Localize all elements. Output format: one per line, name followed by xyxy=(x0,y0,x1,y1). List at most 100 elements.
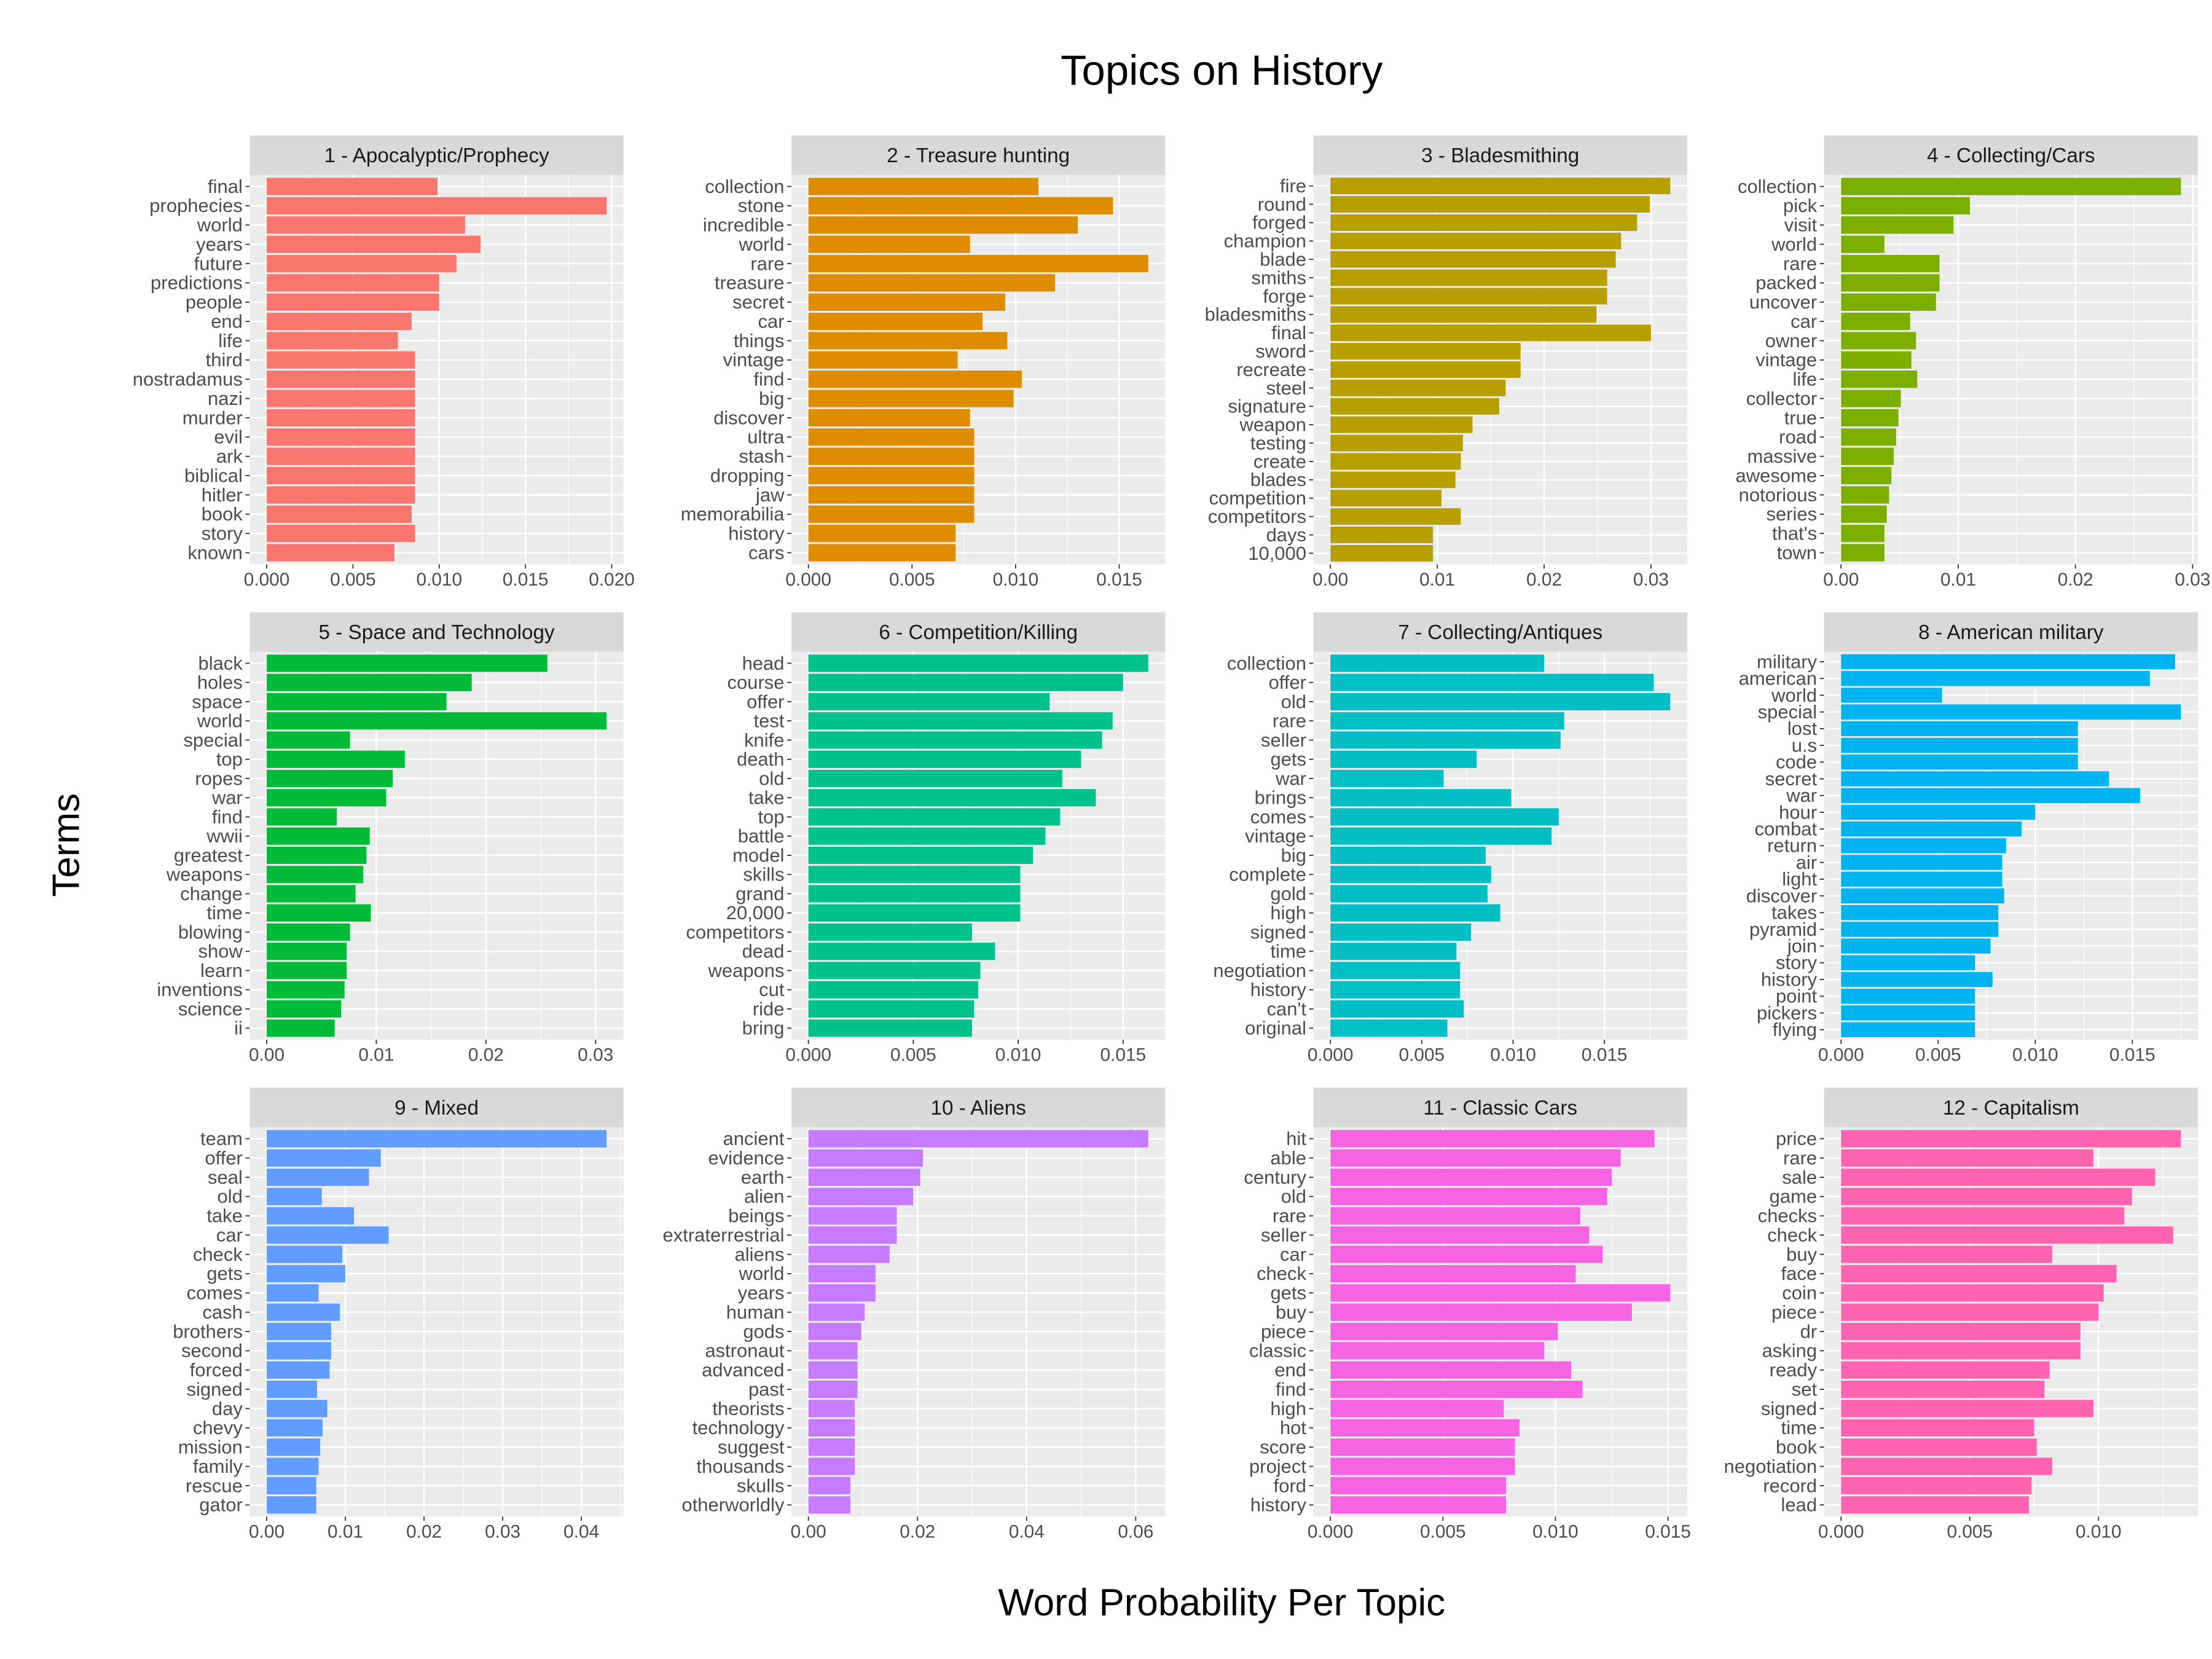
term-label: model xyxy=(732,844,784,866)
bar-brings xyxy=(1330,789,1512,807)
bar-past xyxy=(808,1380,858,1398)
term-label: rare xyxy=(1783,253,1817,274)
bar-road xyxy=(1841,428,1896,446)
bar-biblical xyxy=(267,466,415,485)
bar-face xyxy=(1841,1265,2117,1282)
term-label: second xyxy=(181,1340,243,1362)
x-tick-label: 0.005 xyxy=(890,1045,936,1065)
term-label: price xyxy=(1776,1128,1817,1150)
term-label: owner xyxy=(1765,330,1817,351)
term-label: gods xyxy=(743,1320,784,1342)
term-label: blowing xyxy=(178,921,243,943)
x-tick-label: 0.01 xyxy=(358,1045,394,1065)
bar-pickers xyxy=(1841,1005,1975,1021)
x-tick-label: 0.00 xyxy=(1823,570,1859,590)
term-label: ancient xyxy=(723,1128,785,1150)
term-label: face xyxy=(1781,1263,1818,1284)
bar-forced xyxy=(267,1361,330,1379)
term-label: car xyxy=(216,1224,243,1245)
bar-forged xyxy=(1330,214,1637,231)
term-label: black xyxy=(198,653,243,674)
bar-high xyxy=(1330,904,1500,922)
term-label: dead xyxy=(742,941,785,962)
term-label: course xyxy=(728,672,785,693)
term-label: ark xyxy=(216,445,243,467)
facet-strip xyxy=(1824,612,2198,652)
bar-black xyxy=(267,654,547,672)
x-tick-label: 0.03 xyxy=(2175,570,2210,590)
term-label: nazi xyxy=(208,388,243,409)
bar-military xyxy=(1841,654,2175,670)
bar-weapons xyxy=(808,962,981,979)
bar-collection xyxy=(808,178,1039,195)
bar-point xyxy=(1841,989,1975,1004)
term-label: time xyxy=(206,902,243,924)
term-label: predictions xyxy=(151,272,243,294)
term-label: cash xyxy=(202,1301,242,1323)
bar-gets xyxy=(267,1265,346,1282)
x-tick-label: 0.02 xyxy=(1526,570,1562,590)
bar-show xyxy=(267,943,347,960)
x-tick-label: 0.03 xyxy=(578,1045,613,1065)
bar-bring xyxy=(808,1019,972,1037)
bar-time xyxy=(1330,943,1457,960)
bar-rare xyxy=(1841,1149,2093,1167)
x-tick-label: 0.010 xyxy=(995,1045,1041,1065)
bar-world xyxy=(1841,688,1942,703)
term-label: old xyxy=(759,767,784,789)
bar-car xyxy=(1330,1245,1603,1263)
term-label: world xyxy=(738,1263,784,1284)
bar-skulls xyxy=(808,1477,851,1495)
bar-steel xyxy=(1330,379,1506,396)
bar-cars xyxy=(808,544,956,562)
facet-panel: 11 - Classic Cars 0.000 0.005 0.010 0.015 hit… xyxy=(1244,1088,1691,1542)
bar-history xyxy=(808,525,956,543)
bar-technology xyxy=(808,1419,855,1437)
bar-book xyxy=(1841,1438,2037,1456)
term-label: collection xyxy=(1738,176,1817,197)
term-label: sale xyxy=(1782,1166,1817,1188)
bar-otherworldly xyxy=(808,1496,851,1514)
bar-test xyxy=(808,712,1113,730)
term-label: ride xyxy=(753,998,785,1019)
bar-theorists xyxy=(808,1400,855,1418)
term-label: stash xyxy=(739,445,784,467)
bar-recreate xyxy=(1330,361,1521,378)
term-label: round xyxy=(1258,194,1306,215)
bar-car xyxy=(1841,312,1910,331)
term-label: code xyxy=(1776,751,1817,773)
bar-ultra xyxy=(808,428,975,446)
x-tick-label: 0.010 xyxy=(1490,1045,1536,1065)
term-label: comes xyxy=(187,1282,243,1304)
chart-title: Topics on History xyxy=(1061,47,1383,94)
term-label: inventions xyxy=(157,979,243,1000)
x-tick-label: 0.01 xyxy=(1419,570,1455,590)
bar-people xyxy=(267,293,439,311)
term-label: suggest xyxy=(718,1437,785,1458)
bar-takes xyxy=(1841,905,1999,920)
term-label: champion xyxy=(1224,230,1306,252)
term-label: dropping xyxy=(710,465,785,486)
bar-ark xyxy=(267,447,415,465)
facet-title: 3 - Bladesmithing xyxy=(1421,144,1579,167)
bar-lost xyxy=(1841,721,2078,737)
term-label: collection xyxy=(1227,653,1306,674)
bar-top xyxy=(267,750,405,768)
term-label: stone xyxy=(738,195,785,216)
bar-check xyxy=(1841,1226,2173,1244)
bar-forge xyxy=(1330,288,1607,305)
bar-buy xyxy=(1841,1245,2052,1263)
bar-check xyxy=(1330,1265,1576,1282)
bar-testing xyxy=(1330,434,1463,452)
term-label: competitors xyxy=(1208,506,1306,527)
bar-second xyxy=(267,1342,332,1360)
term-label: alien xyxy=(744,1186,784,1207)
bar-coin xyxy=(1841,1284,2104,1302)
x-tick-label: 0.03 xyxy=(1633,570,1669,590)
bar-sword xyxy=(1330,343,1521,360)
term-label: car xyxy=(758,310,784,332)
term-label: negotiation xyxy=(1724,1456,1818,1477)
term-label: series xyxy=(1766,503,1817,525)
term-label: signed xyxy=(1761,1398,1817,1419)
term-label: old xyxy=(1281,1186,1306,1207)
